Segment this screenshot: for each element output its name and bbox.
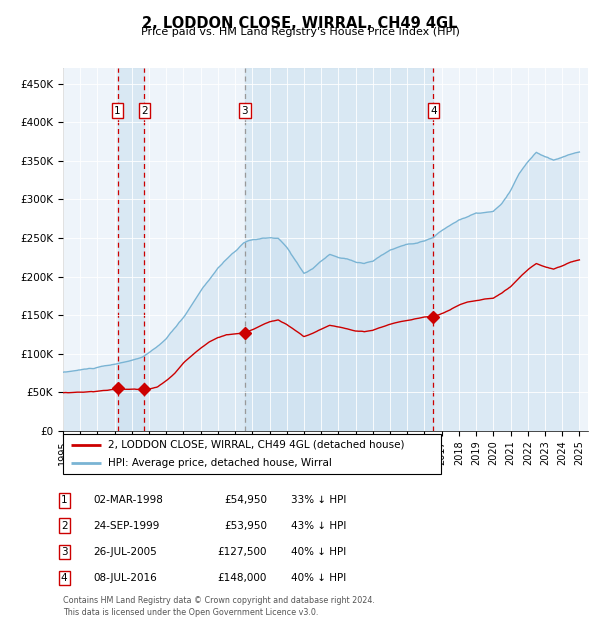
Text: 4: 4 (430, 105, 437, 116)
Text: 33% ↓ HPI: 33% ↓ HPI (291, 495, 346, 505)
Text: HPI: Average price, detached house, Wirral: HPI: Average price, detached house, Wirr… (109, 458, 332, 469)
Text: 40% ↓ HPI: 40% ↓ HPI (291, 573, 346, 583)
Bar (245, 68, 433, 431)
Text: 2, LODDON CLOSE, WIRRAL, CH49 4GL: 2, LODDON CLOSE, WIRRAL, CH49 4GL (142, 16, 458, 30)
Text: 2: 2 (61, 521, 68, 531)
Text: 3: 3 (241, 105, 248, 116)
Text: 40% ↓ HPI: 40% ↓ HPI (291, 547, 346, 557)
Text: £53,950: £53,950 (224, 521, 267, 531)
FancyBboxPatch shape (63, 434, 441, 474)
Text: 2: 2 (141, 105, 148, 116)
Text: 43% ↓ HPI: 43% ↓ HPI (291, 521, 346, 531)
Text: 02-MAR-1998: 02-MAR-1998 (93, 495, 163, 505)
Text: 1: 1 (61, 495, 68, 505)
Text: 26-JUL-2005: 26-JUL-2005 (93, 547, 157, 557)
Text: £127,500: £127,500 (218, 547, 267, 557)
Text: £54,950: £54,950 (224, 495, 267, 505)
Bar (118, 68, 145, 431)
Text: 3: 3 (61, 547, 68, 557)
Text: 1: 1 (114, 105, 121, 116)
Text: 08-JUL-2016: 08-JUL-2016 (93, 573, 157, 583)
Text: Price paid vs. HM Land Registry's House Price Index (HPI): Price paid vs. HM Land Registry's House … (140, 27, 460, 37)
Text: 24-SEP-1999: 24-SEP-1999 (93, 521, 160, 531)
Text: £148,000: £148,000 (218, 573, 267, 583)
Text: 4: 4 (61, 573, 68, 583)
Text: 2, LODDON CLOSE, WIRRAL, CH49 4GL (detached house): 2, LODDON CLOSE, WIRRAL, CH49 4GL (detac… (109, 440, 405, 450)
Text: Contains HM Land Registry data © Crown copyright and database right 2024.
This d: Contains HM Land Registry data © Crown c… (63, 596, 375, 617)
